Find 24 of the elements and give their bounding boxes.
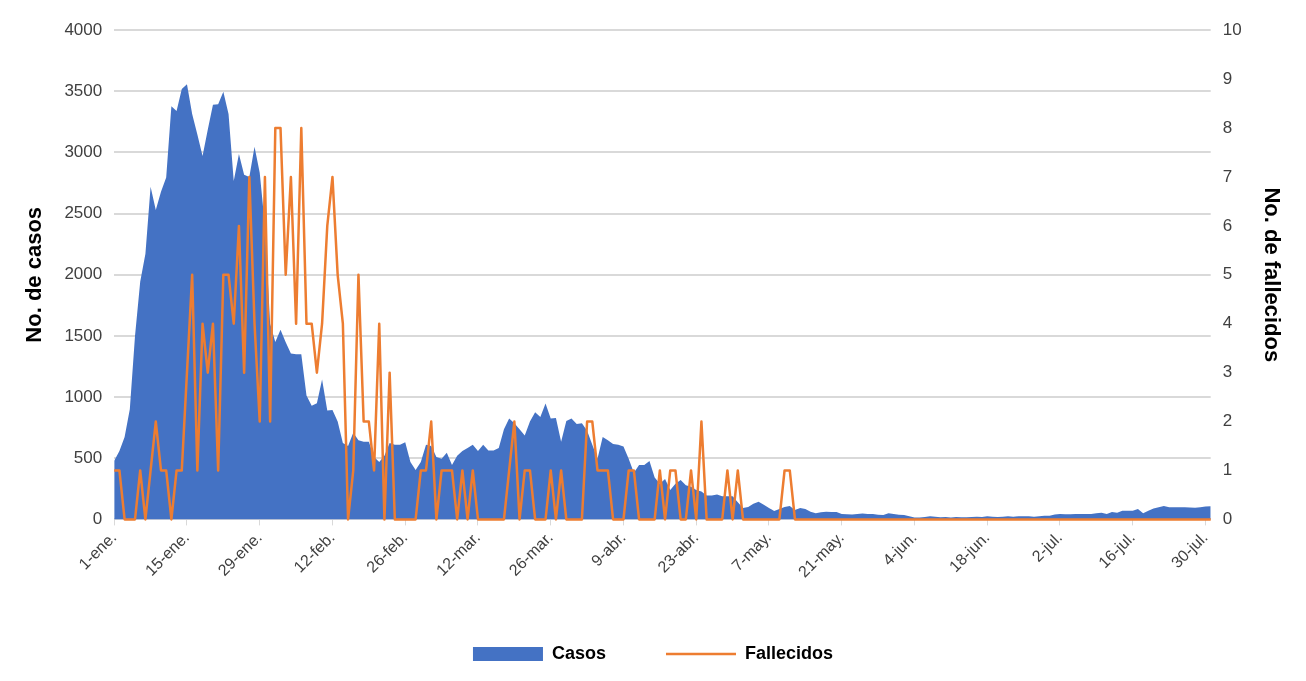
y2-tick-label: 3	[1222, 362, 1233, 382]
y-tick-label: 1500	[64, 325, 103, 345]
legend-label: Casos	[551, 642, 606, 663]
y2-axis-title: No. de fallecidos	[1259, 187, 1285, 363]
y2-tick-label: 1	[1222, 460, 1233, 480]
y-tick-label: 1000	[64, 386, 103, 406]
y-tick-label: 3000	[64, 142, 103, 162]
y2-tick-label: 5	[1222, 264, 1233, 284]
y-axis-title: No. de casos	[21, 206, 47, 343]
y2-tick-label: 10	[1222, 19, 1242, 39]
y2-tick-label: 6	[1222, 215, 1233, 235]
legend-label: Fallecidos	[745, 642, 834, 663]
y-tick-label: 2000	[64, 264, 103, 284]
y-tick-label: 500	[73, 447, 103, 467]
y2-tick-label: 8	[1222, 117, 1233, 137]
y2-tick-label: 7	[1222, 166, 1233, 186]
y-tick-label: 0	[92, 509, 103, 529]
y-tick-label: 4000	[64, 19, 103, 39]
y2-tick-label: 4	[1222, 313, 1233, 333]
y-tick-label: 2500	[64, 203, 103, 223]
y2-tick-label: 9	[1222, 68, 1233, 88]
y2-tick-label: 2	[1222, 411, 1233, 431]
y2-tick-label: 0	[1222, 509, 1233, 529]
y-tick-label: 3500	[64, 81, 103, 101]
